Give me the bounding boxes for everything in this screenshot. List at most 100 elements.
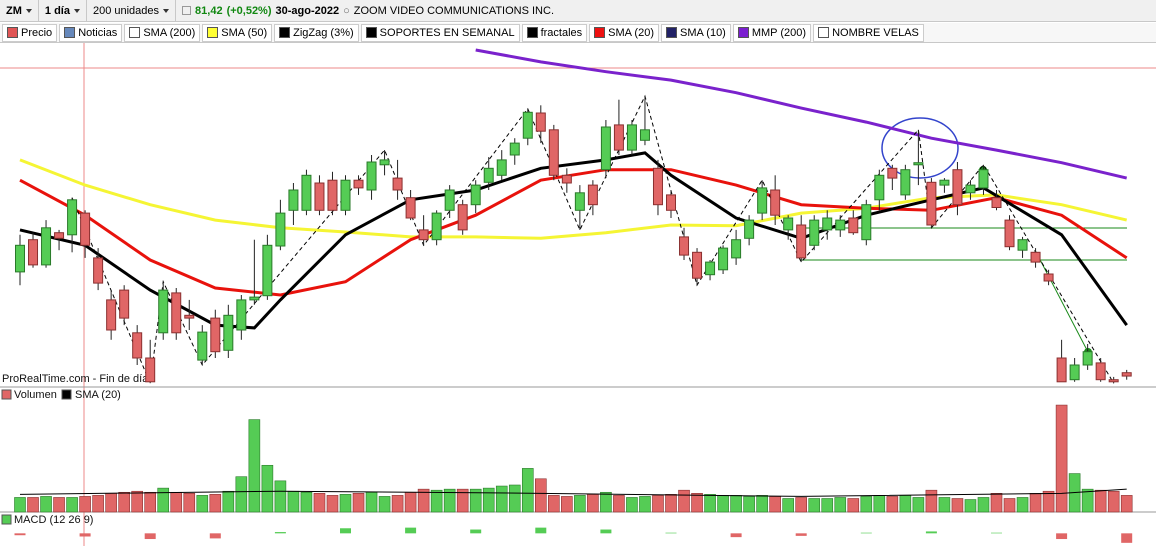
volume-sma-label: SMA (20) — [75, 389, 121, 401]
legend-label: Noticias — [78, 26, 118, 39]
legend-item[interactable]: ZigZag (3%) — [274, 23, 359, 42]
candle-body — [626, 124, 637, 151]
macd-bar — [144, 533, 156, 540]
volume-bar — [873, 495, 886, 513]
legend-item[interactable]: SOPORTES EN SEMANAL — [360, 23, 520, 42]
symbol-select[interactable]: ZM — [0, 0, 39, 22]
volume-bar — [834, 497, 847, 513]
volume-bar — [912, 497, 925, 513]
volume-bar — [66, 497, 78, 513]
volume-bar — [1003, 498, 1016, 513]
legend-swatch — [365, 27, 377, 38]
candle-body — [652, 167, 663, 206]
candle-body — [705, 261, 716, 276]
volume-bar — [665, 494, 677, 513]
legend-item[interactable]: NOMBRE VELAS — [813, 23, 924, 42]
legend-item[interactable]: fractales — [521, 23, 588, 42]
legend-item[interactable]: Precio — [2, 23, 58, 42]
candle-body — [80, 212, 91, 246]
volume-bar — [600, 491, 612, 513]
candle-body — [1030, 251, 1041, 263]
candle-body — [15, 244, 25, 273]
candle-body — [535, 112, 546, 132]
volume-bar — [118, 491, 130, 513]
legend-swatch — [526, 27, 538, 38]
legend-item[interactable]: SMA (10) — [661, 23, 731, 42]
candle-body — [483, 167, 494, 183]
legend-item[interactable]: Noticias — [59, 23, 123, 42]
volume-bar — [782, 498, 794, 513]
legend-item[interactable]: SMA (20) — [589, 23, 659, 42]
legend-swatch — [64, 27, 76, 38]
indicator-line — [475, 48, 1128, 180]
legend-label: SMA (50) — [221, 26, 268, 39]
legend-item[interactable]: MMP (200) — [732, 23, 812, 42]
volume-bar — [652, 495, 664, 513]
volume-bar — [443, 488, 456, 513]
legend-swatch — [737, 27, 749, 38]
candle-body — [1043, 273, 1054, 282]
macd-bar — [1121, 533, 1133, 543]
volume-bar — [886, 496, 899, 513]
candle-body — [822, 217, 833, 231]
candle-body — [587, 184, 598, 206]
volume-bar — [131, 490, 143, 513]
macd-bar — [470, 529, 482, 534]
volume-bar — [326, 495, 339, 513]
indicator-line — [19, 168, 1128, 297]
candle-body — [119, 289, 130, 319]
candle-body — [470, 184, 481, 206]
candle-body — [692, 251, 703, 279]
info-icon[interactable] — [182, 6, 192, 15]
candle-body — [874, 174, 885, 201]
legend-item[interactable]: SMA (200) — [124, 23, 201, 42]
volume-bar — [352, 493, 365, 513]
macd-bar — [535, 527, 547, 534]
macd-bar — [79, 533, 91, 537]
candle-body — [106, 299, 117, 331]
candle-body — [392, 177, 403, 191]
volume-bar — [482, 487, 495, 513]
macd-bar — [1056, 533, 1068, 540]
legend-label: ZigZag (3%) — [293, 26, 354, 39]
volume-bar — [639, 496, 651, 513]
volume-bar — [769, 496, 781, 513]
candle-body — [197, 331, 208, 361]
candle-body — [561, 174, 572, 184]
candle-body — [93, 257, 104, 284]
volume-bar — [821, 498, 834, 513]
candle-body — [1004, 219, 1015, 248]
macd-bar — [991, 532, 1002, 534]
candle-body — [718, 247, 729, 271]
candle-body — [991, 197, 1002, 208]
legend-swatch — [594, 27, 606, 38]
quote: 81,42 (+0,52%) 30-ago-2022 ○ ZOOM VIDEO … — [176, 0, 560, 22]
candle-body — [54, 232, 65, 239]
volume-bar — [574, 495, 586, 513]
candle-body — [236, 299, 247, 331]
units-select[interactable]: 200 unidades — [87, 0, 177, 22]
volume-bar — [144, 491, 156, 513]
volume-bar — [456, 488, 469, 513]
indicator-legend: Precio Noticias SMA (200) SMA (50) ZigZag (3… — [0, 23, 1156, 43]
units: 200 unidades — [92, 4, 160, 17]
indicator-line — [19, 488, 1127, 497]
volume-bar — [561, 496, 573, 513]
candle-body — [171, 292, 182, 334]
volume-bar — [209, 494, 222, 513]
volume-bar — [508, 484, 521, 513]
legend-label: SOPORTES EN SEMANAL — [379, 26, 515, 39]
legend-item[interactable]: SMA (50) — [202, 23, 273, 42]
candle-body — [666, 194, 676, 211]
candle-body — [1082, 351, 1093, 366]
candle-body — [496, 159, 507, 176]
volume-bar — [248, 419, 261, 513]
candle-body — [757, 187, 768, 214]
candle-body — [301, 174, 312, 211]
candle-body — [744, 219, 755, 239]
volume-bar — [1016, 497, 1029, 513]
period-select[interactable]: 1 día — [39, 0, 87, 22]
volume-bar — [938, 497, 951, 513]
candle-body — [366, 161, 377, 191]
volume-bar — [40, 496, 52, 513]
